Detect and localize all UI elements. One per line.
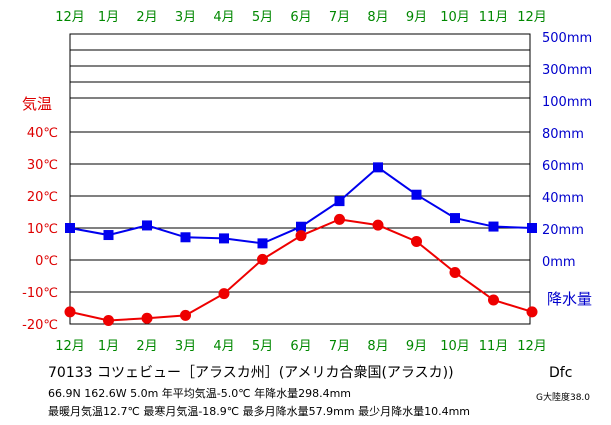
temperature-point xyxy=(334,213,345,225)
precipitation-point xyxy=(296,221,306,232)
temperature-tick-label: -10℃ xyxy=(22,286,58,301)
month-label: 3月 xyxy=(175,10,196,25)
month-label: 5月 xyxy=(252,339,273,354)
temperature-axis-ticks: 40℃ 30℃ 20℃ 10℃ 0℃ -10℃ -20℃ xyxy=(22,126,58,333)
month-label: 9月 xyxy=(406,10,427,25)
month-label: 12月 xyxy=(517,10,547,25)
precipitation-point xyxy=(334,196,345,207)
precipitation-series xyxy=(65,162,537,249)
month-label: 8月 xyxy=(367,10,388,25)
month-label: 4月 xyxy=(213,339,234,354)
temperature-axis-title: 気温 xyxy=(22,95,53,113)
month-label: 2月 xyxy=(136,339,157,354)
month-label: 5月 xyxy=(252,10,273,25)
precipitation-tick-label: 60mm xyxy=(542,159,584,174)
temperature-point xyxy=(141,312,153,324)
precipitation-point xyxy=(142,220,152,231)
precipitation-point xyxy=(219,233,229,244)
month-label: 3月 xyxy=(175,339,196,354)
precipitation-point xyxy=(257,238,268,249)
precipitation-point xyxy=(103,230,114,241)
precipitation-tick-label: 300mm xyxy=(542,63,592,78)
temperature-point xyxy=(526,306,538,318)
temperature-point xyxy=(372,219,384,231)
temperature-point xyxy=(64,306,76,318)
chart-grid xyxy=(69,33,531,325)
month-label: 4月 xyxy=(213,10,234,25)
month-label: 12月 xyxy=(517,339,547,354)
station-title: 70133 コツェビュー［アラスカ州］(アメリカ合衆国(アラスカ)) xyxy=(48,365,454,381)
precipitation-tick-label: 40mm xyxy=(542,191,584,206)
precipitation-tick-label: 500mm xyxy=(542,31,592,46)
precipitation-point xyxy=(180,232,191,243)
month-label: 10月 xyxy=(440,10,470,25)
temperature-point xyxy=(103,314,114,326)
month-labels-top: 12月 1月 2月 3月 4月 5月 6月 7月 8月 9月 10月 11月 12月 xyxy=(55,10,547,25)
precipitation-point xyxy=(65,223,75,233)
temperature-point xyxy=(295,230,307,242)
month-label: 8月 xyxy=(367,339,388,354)
precipitation-tick-label: 0mm xyxy=(542,255,576,270)
temperature-point xyxy=(411,235,422,247)
station-extremes: 最暖月気温12.7℃ 最寒月気温-18.9℃ 最多月降水量57.9mm 最少月降… xyxy=(48,405,470,418)
month-label: 6月 xyxy=(290,10,311,25)
temperature-point xyxy=(218,288,230,300)
precipitation-tick-label: 100mm xyxy=(542,95,592,110)
month-labels-bottom: 12月 1月 2月 3月 4月 5月 6月 7月 8月 9月 10月 11月 12月 xyxy=(55,339,547,354)
month-label: 1月 xyxy=(98,339,119,354)
precipitation-axis-title: 降水量 xyxy=(547,290,593,308)
temperature-point xyxy=(488,294,499,306)
precipitation-point xyxy=(450,213,460,224)
station-summary: 66.9N 162.6W 5.0m 年平均気温-5.0℃ 年降水量298.4mm xyxy=(48,387,352,400)
month-label: 12月 xyxy=(55,10,85,25)
climate-classification: Dfc xyxy=(549,365,573,381)
month-label: 11月 xyxy=(479,10,509,25)
continentality-index: G大陸度38.0 xyxy=(536,393,591,403)
temperature-point xyxy=(180,309,191,321)
precipitation-point xyxy=(373,162,383,173)
temperature-tick-label: -20℃ xyxy=(22,318,58,333)
precipitation-tick-label: 20mm xyxy=(542,223,584,238)
month-label: 12月 xyxy=(55,339,85,354)
month-label: 7月 xyxy=(329,10,350,25)
month-label: 2月 xyxy=(136,10,157,25)
plot-frame xyxy=(69,33,531,325)
month-label: 9月 xyxy=(406,339,427,354)
precipitation-axis-ticks: 500mm 300mm 100mm 80mm 60mm 40mm 20mm 0mm xyxy=(542,31,592,270)
precipitation-tick-label: 80mm xyxy=(542,127,584,142)
temperature-point xyxy=(449,266,461,278)
month-label: 7月 xyxy=(329,339,350,354)
temperature-point xyxy=(257,253,268,265)
precipitation-point xyxy=(488,221,499,232)
temperature-tick-label: 30℃ xyxy=(27,158,58,173)
precipitation-point xyxy=(527,223,537,233)
temperature-tick-label: 40℃ xyxy=(27,126,58,141)
temperature-series xyxy=(64,213,538,326)
temperature-tick-label: 20℃ xyxy=(27,190,58,205)
temperature-tick-label: 0℃ xyxy=(35,254,58,269)
month-label: 11月 xyxy=(479,339,509,354)
month-label: 6月 xyxy=(290,339,311,354)
precipitation-point xyxy=(411,189,422,200)
month-label: 10月 xyxy=(440,339,470,354)
month-label: 1月 xyxy=(98,10,119,25)
temperature-tick-label: 10℃ xyxy=(27,222,58,237)
